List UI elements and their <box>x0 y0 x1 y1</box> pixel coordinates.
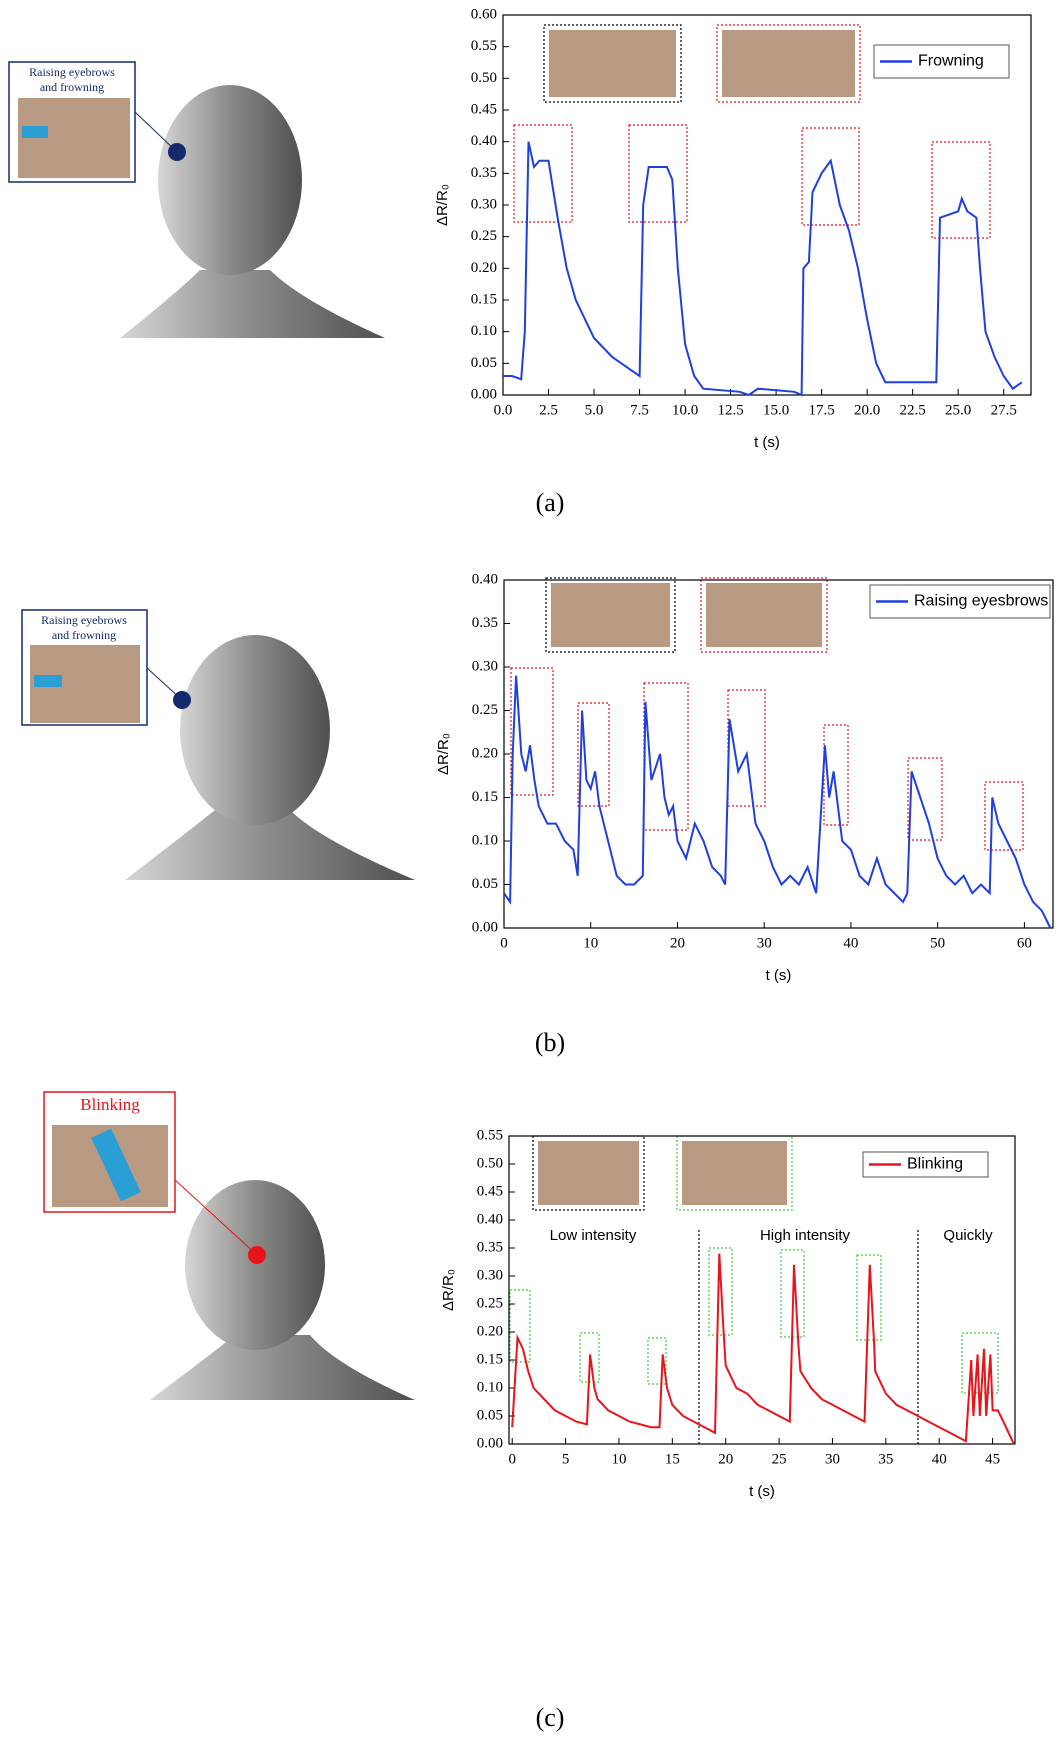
x-axis-label: t (s) <box>766 967 792 984</box>
x-tick-label: 7.5 <box>630 402 649 418</box>
y-tick-label: 0.10 <box>471 323 497 339</box>
x-tick-label: 40 <box>843 935 858 951</box>
legend-label: Frowning <box>918 53 984 70</box>
y-tick-label: 0.55 <box>471 38 497 54</box>
y-tick-label: 0.00 <box>472 919 498 935</box>
data-line <box>503 142 1022 395</box>
y-tick-label: 0.40 <box>471 133 497 149</box>
y-axis-label: ΔR/R₀ <box>435 733 452 775</box>
y-tick-label: 0.15 <box>477 1351 503 1367</box>
callout-text: Raising eyebrows <box>29 65 115 79</box>
y-tick-label: 0.25 <box>472 702 498 718</box>
y-tick-label: 0.30 <box>471 196 497 212</box>
x-tick-label: 17.5 <box>808 402 834 418</box>
x-axis-label: t (s) <box>749 1483 775 1500</box>
callout-text: Blinking <box>80 1095 140 1114</box>
head-illustration <box>44 1092 415 1400</box>
inset-photos <box>533 25 860 1210</box>
callout-text: and frowning <box>52 628 116 642</box>
data-line <box>512 1254 1014 1444</box>
x-tick-label: 10 <box>583 935 598 951</box>
y-tick-label: 0.05 <box>477 1407 503 1423</box>
x-tick-label: 50 <box>930 935 945 951</box>
callout-text: and frowning <box>40 80 104 94</box>
x-tick-label: 10.0 <box>672 402 698 418</box>
caption: (b) <box>535 1028 565 1057</box>
callout-text: Raising eyebrows <box>41 613 127 627</box>
x-tick-label: 60 <box>1017 935 1032 951</box>
x-tick-label: 15.0 <box>763 402 789 418</box>
x-tick-label: 40 <box>932 1451 947 1467</box>
y-tick-label: 0.20 <box>471 260 497 276</box>
figure: 0.0 2.5 5.0 7.5 10.0 12.5 15.0 17.5 20.0 22.5 25.0… <box>0 0 1062 1747</box>
x-tick-label: 15 <box>665 1451 680 1467</box>
y-tick-label: 0.00 <box>471 386 497 402</box>
data-line <box>504 676 1050 928</box>
y-tick-label: 0.55 <box>477 1127 503 1143</box>
x-tick-label: 10 <box>611 1451 626 1467</box>
y-tick-label: 0.25 <box>471 228 497 244</box>
y-tick-label: 0.40 <box>477 1211 503 1227</box>
x-tick-label: 30 <box>757 935 772 951</box>
x-tick-label: 0 <box>508 1451 516 1467</box>
y-tick-label: 0.15 <box>471 291 497 307</box>
x-tick-label: 20 <box>718 1451 733 1467</box>
y-axis-label: ΔR/R₀ <box>440 1269 457 1311</box>
y-tick-label: 0.25 <box>477 1295 503 1311</box>
legend-label: Blinking <box>907 1156 963 1173</box>
annotation: Low intensity <box>550 1227 637 1244</box>
y-tick-label: 0.35 <box>472 615 498 631</box>
y-tick-label: 0.60 <box>471 6 497 22</box>
y-tick-label: 0.35 <box>471 165 497 181</box>
x-tick-label: 22.5 <box>900 402 926 418</box>
head-illustration <box>22 610 415 880</box>
y-tick-label: 0.00 <box>477 1435 503 1451</box>
annotation: Quickly <box>943 1227 993 1244</box>
x-tick-label: 2.5 <box>539 402 558 418</box>
x-axis-label: t (s) <box>754 434 780 451</box>
x-tick-label: 12.5 <box>717 402 743 418</box>
y-tick-label: 0.05 <box>472 876 498 892</box>
caption: (c) <box>536 1703 565 1732</box>
x-tick-label: 20.0 <box>854 402 880 418</box>
x-tick-label: 0.0 <box>494 402 513 418</box>
y-tick-label: 0.05 <box>471 355 497 371</box>
y-tick-label: 0.35 <box>477 1239 503 1255</box>
y-tick-label: 0.15 <box>472 789 498 805</box>
x-tick-label: 20 <box>670 935 685 951</box>
y-tick-label: 0.30 <box>477 1267 503 1283</box>
y-tick-label: 0.45 <box>477 1183 503 1199</box>
x-tick-label: 5 <box>562 1451 570 1467</box>
x-tick-label: 27.5 <box>991 402 1017 418</box>
y-tick-label: 0.10 <box>477 1379 503 1395</box>
y-tick-label: 0.50 <box>471 70 497 86</box>
y-tick-label: 0.40 <box>472 571 498 587</box>
x-tick-label: 0 <box>500 935 508 951</box>
y-tick-label: 0.50 <box>477 1155 503 1171</box>
y-tick-label: 0.10 <box>472 832 498 848</box>
head-illustration <box>9 62 385 338</box>
y-tick-label: 0.20 <box>477 1323 503 1339</box>
x-tick-label: 35 <box>878 1451 893 1467</box>
y-tick-label: 0.30 <box>472 658 498 674</box>
x-tick-label: 25 <box>772 1451 787 1467</box>
x-tick-label: 5.0 <box>585 402 604 418</box>
x-tick-label: 30 <box>825 1451 840 1467</box>
annotation: High intensity <box>760 1227 851 1244</box>
caption: (a) <box>536 488 565 517</box>
y-axis-label: ΔR/R₀ <box>434 184 451 226</box>
x-tick-label: 25.0 <box>945 402 971 418</box>
y-tick-label: 0.45 <box>471 101 497 117</box>
x-tick-label: 45 <box>985 1451 1000 1467</box>
legend-label: Raising eyesbrows <box>914 593 1048 610</box>
y-tick-label: 0.20 <box>472 745 498 761</box>
